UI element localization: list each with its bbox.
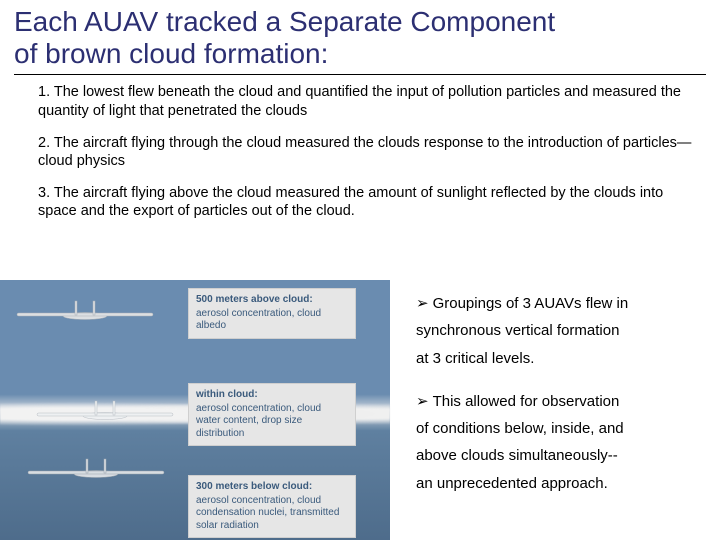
label-below-cloud: 300 meters below cloud: aerosol concentr… (188, 475, 356, 538)
label-below-title: 300 meters below cloud: (196, 481, 348, 494)
bullet-2-line-4: an unprecedented approach. (416, 472, 702, 495)
bullet-2-line-1: ➢This allowed for observation (416, 390, 702, 413)
bullet-2-line-2: of conditions below, inside, and (416, 417, 702, 440)
label-within-body: aerosol concentration, cloud water conte… (196, 403, 348, 441)
bullet-2a-text: This allowed for observation (433, 393, 620, 410)
label-above-title: 500 meters above cloud: (196, 294, 348, 307)
slide-title: Each AUAV tracked a Separate Component o… (0, 0, 720, 72)
bullet-group-2: ➢This allowed for observation of conditi… (416, 390, 702, 495)
slide: Each AUAV tracked a Separate Component o… (0, 0, 720, 540)
numbered-list: 1. The lowest flew beneath the cloud and… (0, 83, 720, 220)
bullet-1-line-3: at 3 critical levels. (416, 347, 702, 370)
bullet-1a-text: Groupings of 3 AUAVs flew in (433, 295, 629, 312)
title-line-1: Each AUAV tracked a Separate Component (14, 6, 555, 37)
label-above-cloud: 500 meters above cloud: aerosol concentr… (188, 288, 356, 339)
auav-below-icon (26, 456, 166, 486)
list-item-3: 3. The aircraft flying above the cloud m… (38, 184, 692, 220)
auav-above-icon (15, 298, 155, 328)
list-item-1: 1. The lowest flew beneath the cloud and… (38, 83, 692, 119)
list-item-2: 2. The aircraft flying through the cloud… (38, 134, 692, 170)
auav-diagram: 500 meters above cloud: aerosol concentr… (0, 280, 390, 540)
arrow-icon: ➢ (416, 390, 429, 413)
side-bullets: ➢Groupings of 3 AUAVs flew in synchronou… (390, 280, 720, 540)
auav-within-icon (35, 398, 175, 428)
title-line-2: of brown cloud formation: (14, 38, 328, 69)
lower-region: 500 meters above cloud: aerosol concentr… (0, 280, 720, 540)
bullet-2-line-3: above clouds simultaneously-- (416, 444, 702, 467)
bullet-group-1: ➢Groupings of 3 AUAVs flew in synchronou… (416, 292, 702, 370)
label-within-cloud: within cloud: aerosol concentration, clo… (188, 383, 356, 446)
arrow-icon: ➢ (416, 292, 429, 315)
label-above-body: aerosol concentration, cloud albedo (196, 308, 348, 333)
label-within-title: within cloud: (196, 389, 348, 402)
title-underline (14, 74, 706, 75)
bullet-1-line-2: synchronous vertical formation (416, 319, 702, 342)
label-below-body: aerosol concentration, cloud condensatio… (196, 495, 348, 533)
bullet-1-line-1: ➢Groupings of 3 AUAVs flew in (416, 292, 702, 315)
